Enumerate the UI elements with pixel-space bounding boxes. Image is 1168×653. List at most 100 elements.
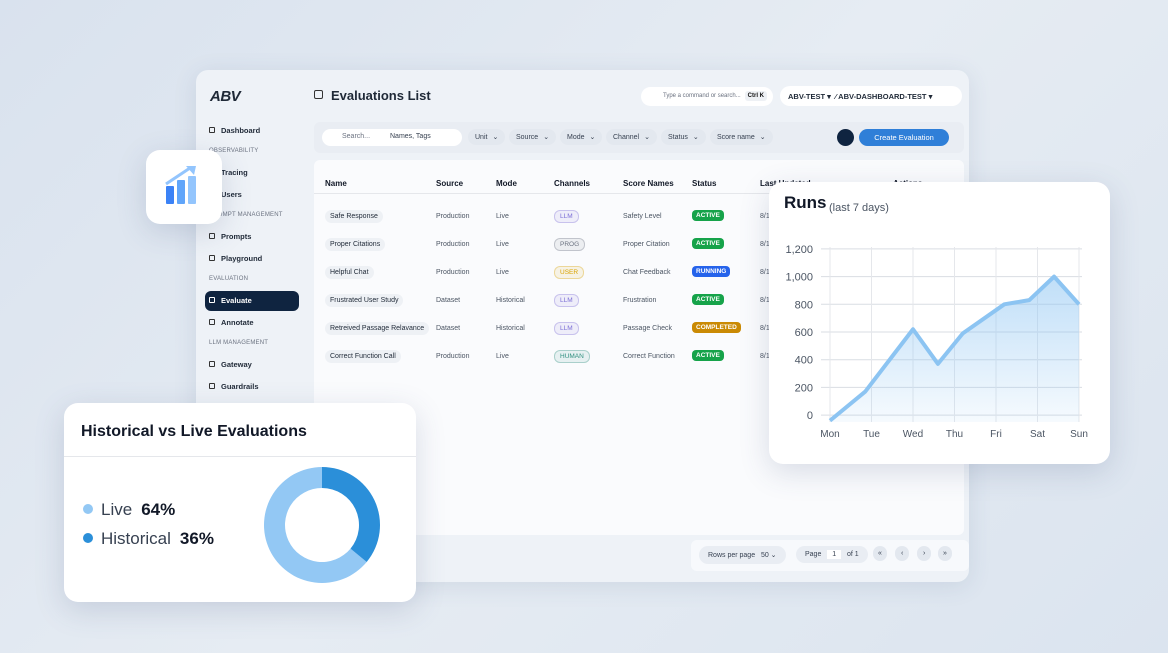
sidebar-item[interactable]: Evaluate (205, 291, 299, 311)
nav-label: Playground (221, 254, 263, 263)
table-cell: USER (554, 266, 585, 279)
first-page[interactable]: « (873, 546, 887, 561)
table-cell: 8/1 (760, 269, 770, 276)
table-cell: Production (436, 269, 470, 276)
page-indicator: Page 1 of 1 (796, 546, 868, 563)
column-header: Channels (554, 179, 591, 188)
nav-label: Evaluate (221, 296, 252, 305)
icon-card (146, 150, 222, 224)
command-search[interactable]: Type a command or search... Ctrl K (641, 87, 773, 106)
sidebar-item[interactable]: Guardrails (205, 377, 299, 397)
table-cell: 8/1 (760, 213, 770, 220)
table-cell: Live (496, 269, 509, 276)
filter-dropdown[interactable]: Unit ⌄ (468, 129, 506, 145)
sidebar-item[interactable]: Gateway (205, 355, 299, 375)
table-cell: LLM (554, 322, 579, 335)
donut-slice (322, 467, 380, 562)
settings-button[interactable] (837, 129, 854, 146)
table-cell: Live (496, 213, 509, 220)
legend-value: 36% (180, 529, 214, 548)
sidebar-heading: LLM MANAGEMENT (209, 340, 269, 346)
filter-dropdown[interactable]: Channel ⌄ (606, 129, 657, 145)
table-cell: ACTIVE (692, 238, 724, 249)
page-label: Page (805, 551, 822, 558)
x-tick-label: Tue (863, 429, 880, 440)
filter-dropdown[interactable]: Mode ⌄ (560, 129, 603, 145)
y-tick-label: 200 (795, 382, 813, 394)
table-cell[interactable]: Frustrated User Study (325, 294, 404, 307)
donut-slice (264, 467, 367, 583)
table-cell: COMPLETED (692, 322, 741, 333)
table-cell: HUMAN (554, 350, 590, 363)
table-cell[interactable]: Proper Citations (325, 238, 386, 251)
rows-per-page[interactable]: Rows per page 50 ⌄ (699, 546, 786, 564)
dropdown-label: Source (516, 134, 539, 141)
chart-icon (165, 166, 196, 204)
table-cell: 8/1 (760, 297, 770, 304)
table-cell: LLM (554, 294, 579, 307)
table-cell: Frustration (623, 297, 657, 304)
rows-label: Rows per page (708, 552, 756, 559)
table-cell: RUNNING (692, 266, 731, 277)
column-header: Mode (496, 179, 517, 188)
table-cell: 8/1 (760, 353, 770, 360)
filter-dropdown[interactable]: Source ⌄ (509, 129, 557, 145)
column-header: Status (692, 179, 717, 188)
table-cell: Dataset (436, 325, 461, 332)
table-cell: Passage Check (623, 325, 673, 332)
y-tick-label: 800 (795, 299, 813, 311)
table-cell: PROG (554, 238, 586, 251)
dropdown-label: Channel (613, 134, 640, 141)
shortcut: Ctrl K (744, 91, 767, 101)
table-cell[interactable]: Helpful Chat (325, 266, 374, 279)
nav-label: Tracing (221, 168, 248, 177)
table-cell: Live (496, 241, 509, 248)
project-switcher[interactable]: ABV-TEST ▾ ⁄ ABV-DASHBOARD-TEST ▾ (780, 86, 962, 106)
sidebar-item[interactable]: Playground (205, 249, 299, 269)
column-header: Source (436, 179, 464, 188)
pagination: Rows per page 50 ⌄ Page 1 of 1 « ‹ › » (691, 540, 969, 571)
y-tick-label: 1,000 (785, 272, 813, 284)
sidebar: Dashboard OBSERVABILITY Tracing Users PROMPT… (205, 121, 299, 399)
table-cell: LLM (554, 210, 579, 223)
table-cell[interactable]: Retreived Passage Relavance (325, 322, 430, 335)
table-cell: ACTIVE (692, 294, 724, 305)
sidebar-item[interactable]: Prompts (205, 227, 299, 247)
nav-icon (209, 233, 215, 239)
x-tick-label: Fri (990, 429, 1002, 440)
line (828, 274, 1081, 423)
sidebar-toggle[interactable] (314, 90, 323, 99)
chart-subtitle: (last 7 days) (829, 202, 889, 214)
table-cell: Production (436, 213, 470, 220)
prev-page[interactable]: ‹ (895, 546, 910, 561)
sidebar-item[interactable]: Dashboard (205, 121, 299, 141)
sidebar-item[interactable]: Annotate (205, 313, 299, 333)
dropdown-label: Score name (717, 134, 755, 141)
next-page[interactable]: › (917, 546, 932, 561)
rows-value: 50 (760, 552, 769, 559)
page-value[interactable]: 1 (827, 550, 842, 559)
dropdown-label: Unit (475, 134, 488, 141)
table-cell: ACTIVE (692, 350, 724, 361)
y-tick-label: 1,200 (785, 244, 813, 256)
create-button[interactable]: Create Evaluation (859, 129, 949, 146)
filter-search[interactable]: Search... Names, Tags (322, 129, 462, 146)
sidebar-heading: EVALUATION (209, 276, 249, 282)
nav-icon (209, 361, 215, 367)
last-page[interactable]: » (938, 546, 952, 561)
table-cell[interactable]: Safe Response (325, 210, 383, 223)
filter-dropdown[interactable]: Score name ⌄ (710, 129, 773, 145)
table-cell: Correct Function (623, 353, 675, 360)
chart-title: Historical vs Live Evaluations (81, 423, 307, 440)
table-cell[interactable]: Correct Function Call (325, 350, 401, 363)
nav-label: Annotate (221, 318, 254, 327)
area (830, 276, 1079, 422)
sidebar-heading: OBSERVABILITY (209, 148, 259, 154)
table-cell: Proper Citation (623, 241, 670, 248)
chevron: ⌄ (589, 134, 596, 141)
filter-dropdown[interactable]: Status ⌄ (661, 129, 706, 145)
logo[interactable]: ABV (210, 88, 241, 105)
filter-bar: Search... Names, Tags Unit ⌄ Source ⌄ Mode ⌄ Cha… (314, 122, 964, 153)
y-tick-label: 0 (807, 410, 813, 422)
